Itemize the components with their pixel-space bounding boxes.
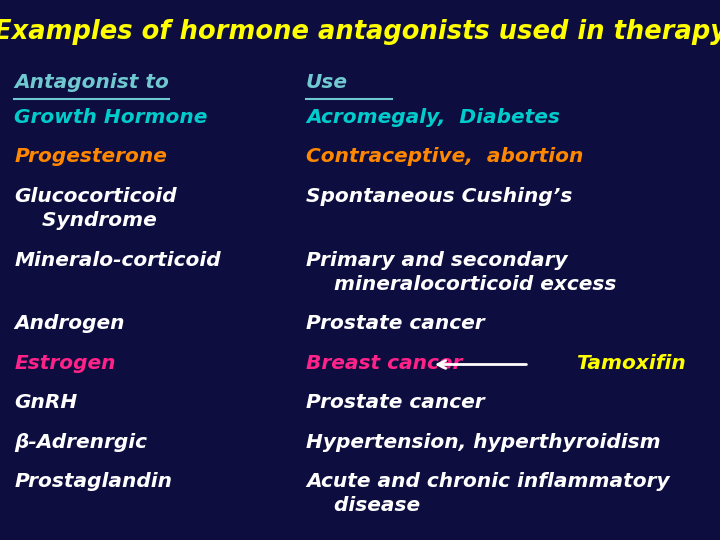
Text: Prostate cancer: Prostate cancer <box>306 314 485 333</box>
Text: Contraceptive,  abortion: Contraceptive, abortion <box>306 147 583 166</box>
Text: Prostate cancer: Prostate cancer <box>306 393 485 412</box>
Text: Primary and secondary
    mineralocorticoid excess: Primary and secondary mineralocorticoid … <box>306 251 616 294</box>
Text: Androgen: Androgen <box>14 314 125 333</box>
Text: Acromegaly,  Diabetes: Acromegaly, Diabetes <box>306 108 560 127</box>
Text: Prostaglandin: Prostaglandin <box>14 472 172 491</box>
Text: Acute and chronic inflammatory
    disease: Acute and chronic inflammatory disease <box>306 472 670 515</box>
Text: Growth Hormone: Growth Hormone <box>14 108 208 127</box>
Text: Examples of hormone antagonists used in therapy: Examples of hormone antagonists used in … <box>0 19 720 45</box>
Text: Tamoxifin: Tamoxifin <box>576 354 685 373</box>
Text: Antagonist to: Antagonist to <box>14 73 169 92</box>
Text: Glucocorticoid
    Syndrome: Glucocorticoid Syndrome <box>14 187 177 230</box>
Text: Use: Use <box>306 73 348 92</box>
Text: β-Adrenrgic: β-Adrenrgic <box>14 433 148 451</box>
Text: Breast cancer: Breast cancer <box>306 354 462 373</box>
Text: Spontaneous Cushing’s: Spontaneous Cushing’s <box>306 187 572 206</box>
Text: Estrogen: Estrogen <box>14 354 116 373</box>
Text: Progesterone: Progesterone <box>14 147 167 166</box>
Text: Hypertension, hyperthyroidism: Hypertension, hyperthyroidism <box>306 433 661 451</box>
Text: GnRH: GnRH <box>14 393 78 412</box>
Text: Mineralo-corticoid: Mineralo-corticoid <box>14 251 221 269</box>
